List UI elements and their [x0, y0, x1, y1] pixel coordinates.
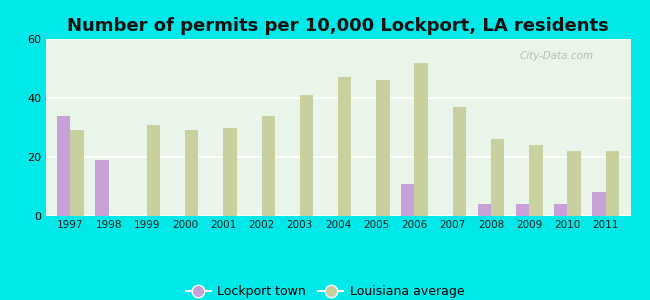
Bar [376, 80, 389, 216]
Bar [401, 184, 415, 216]
Bar [567, 151, 581, 216]
Bar [185, 130, 198, 216]
Title: Number of permits per 10,000 Lockport, LA residents: Number of permits per 10,000 Lockport, L… [67, 17, 609, 35]
Bar [606, 151, 619, 216]
Bar [70, 130, 84, 216]
Bar [592, 192, 606, 216]
Bar [554, 204, 567, 216]
Bar [415, 63, 428, 216]
Bar [478, 204, 491, 216]
Bar [95, 160, 109, 216]
Bar [452, 107, 466, 216]
Legend: Lockport town, Louisiana average: Lockport town, Louisiana average [181, 280, 469, 300]
Bar [224, 128, 237, 216]
Bar [491, 139, 504, 216]
Bar [338, 77, 352, 216]
Bar [300, 95, 313, 216]
Bar [147, 124, 160, 216]
Bar [57, 116, 70, 216]
Bar [261, 116, 275, 216]
Text: City-Data.com: City-Data.com [519, 51, 593, 62]
Bar [516, 204, 529, 216]
Bar [529, 145, 543, 216]
